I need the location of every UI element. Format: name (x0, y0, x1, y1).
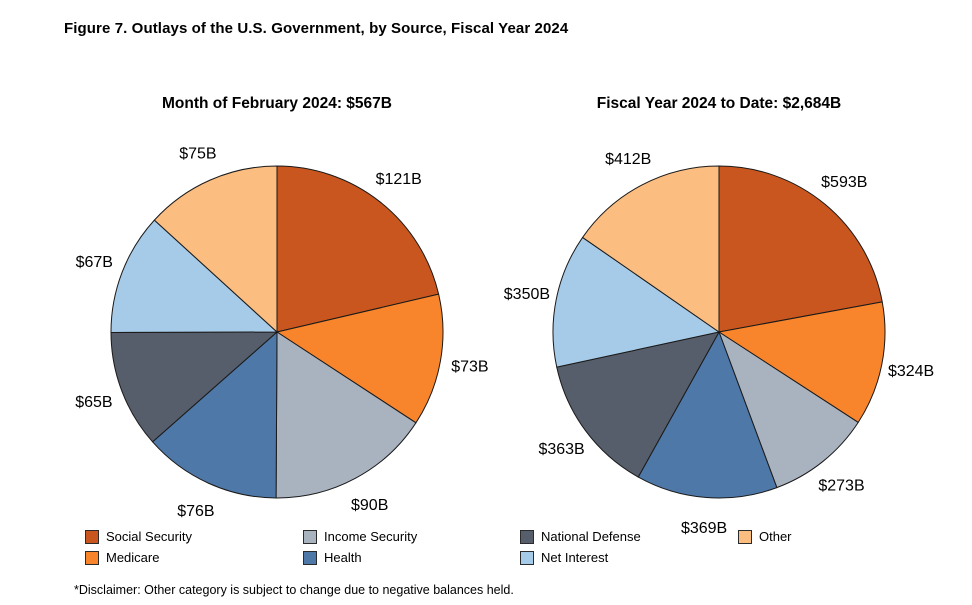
legend-label-national-defense: National Defense (541, 529, 641, 544)
legend-column-3: National Defense Net Interest (520, 526, 641, 568)
legend-label-social-security: Social Security (106, 529, 192, 544)
slice-label-medicare: $324B (888, 363, 934, 380)
legend-item-income-security: Income Security (303, 526, 417, 547)
legend-swatch-medicare (85, 550, 99, 565)
legend-label-health: Health (324, 550, 362, 565)
pie-slice-income-security (718, 331, 859, 489)
legend-column-4: Other (738, 526, 792, 547)
slice-label-medicare: $73B (451, 359, 488, 376)
slice-label-national-defense: $363B (538, 441, 584, 458)
pie-chart-fiscal-year: $593B $324B $273B $369B $363B $350B $412B (504, 151, 934, 537)
legend-swatch-net-interest (520, 550, 534, 565)
legend-swatch-national-defense (520, 529, 534, 544)
chart-title-fiscal-year: Fiscal Year 2024 to Date: $2,684B (596, 95, 842, 112)
pie-slice-national-defense (110, 331, 278, 443)
pie-chart-february: $121B $73B $90B $76B $65B $67B $75B (75, 145, 488, 520)
pie-slice-health (637, 331, 778, 499)
legend-column-2: Income Security Health (303, 526, 417, 568)
legend-item-national-defense: National Defense (520, 526, 641, 547)
slice-label-net-interest: $67B (76, 254, 113, 271)
pie-slice-medicare (718, 301, 886, 423)
pie-slice-health (152, 331, 278, 499)
slice-label-health: $76B (177, 503, 214, 520)
pie-slice-net-interest (110, 219, 278, 333)
pie-slice-social-security (718, 165, 883, 333)
legend-column-1: Social Security Medicare (85, 526, 192, 568)
chart-title-february: Month of February 2024: $567B (162, 95, 392, 112)
slice-label-other: $75B (179, 145, 216, 162)
legend-swatch-income-security (303, 529, 317, 544)
pie-slice-income-security (275, 331, 417, 499)
slice-label-social-security: $593B (821, 174, 867, 191)
legend-item-social-security: Social Security (85, 526, 192, 547)
legend-swatch-health (303, 550, 317, 565)
slice-label-income-security: $273B (818, 477, 864, 494)
legend-item-other: Other (738, 526, 792, 547)
slice-label-health: $369B (681, 520, 727, 537)
pie-slice-social-security (276, 165, 440, 333)
legend-label-net-interest: Net Interest (541, 550, 609, 565)
legend-label-medicare: Medicare (106, 550, 160, 565)
legend-swatch-other (738, 529, 752, 544)
legend-label-income-security: Income Security (324, 529, 418, 544)
disclaimer-note: *Disclaimer: Other category is subject t… (74, 583, 514, 597)
pie-slice-other (582, 165, 720, 333)
slice-label-other: $412B (605, 151, 651, 168)
pie-slice-national-defense (556, 331, 720, 478)
legend-item-medicare: Medicare (85, 547, 192, 568)
legend-label-other: Other (759, 529, 792, 544)
slice-label-income-security: $90B (351, 497, 388, 514)
figure-title: Figure 7. Outlays of the U.S. Government… (64, 20, 569, 37)
legend-item-net-interest: Net Interest (520, 547, 641, 568)
slice-label-social-security: $121B (376, 171, 422, 188)
pie-slice-net-interest (552, 236, 720, 368)
pie-slice-other (153, 165, 278, 333)
legend-swatch-social-security (85, 529, 99, 544)
pie-slice-medicare (276, 293, 444, 424)
slice-label-net-interest: $350B (504, 286, 550, 303)
legend-item-health: Health (303, 547, 417, 568)
slice-label-national-defense: $65B (75, 394, 112, 411)
